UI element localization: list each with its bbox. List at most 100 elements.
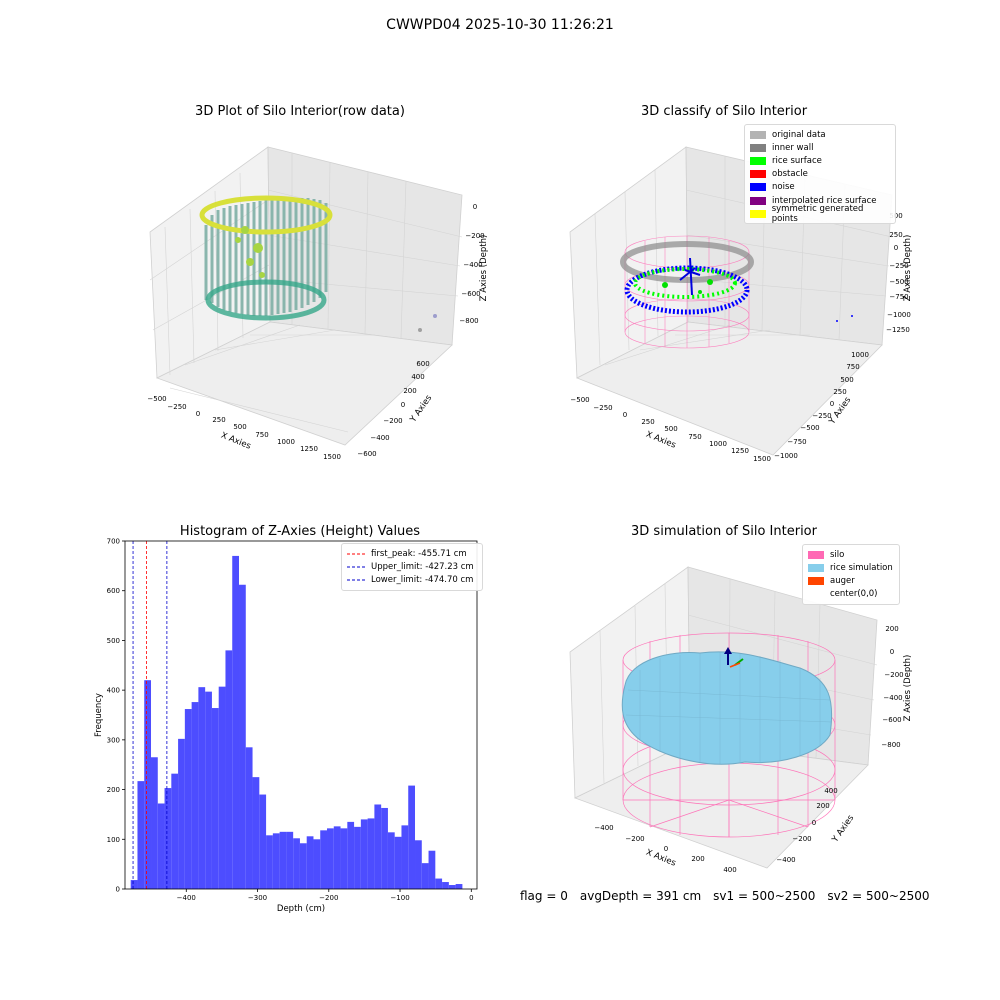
- legend-entry: noise: [750, 181, 890, 194]
- legend-entry: silo: [808, 548, 894, 561]
- svg-text:−800: −800: [459, 317, 478, 325]
- svg-text:0: 0: [812, 819, 816, 827]
- svg-text:250: 250: [641, 418, 654, 426]
- histogram-bar: [347, 821, 355, 889]
- histogram-bar: [354, 826, 361, 889]
- svg-text:−500: −500: [147, 395, 166, 403]
- svg-text:−1000: −1000: [887, 311, 911, 319]
- histogram-bar: [245, 747, 253, 889]
- auger-marker: [724, 647, 744, 668]
- svg-text:1000: 1000: [277, 438, 295, 446]
- histogram-bar: [232, 555, 240, 889]
- svg-text:1500: 1500: [753, 455, 771, 463]
- legend-swatch: [750, 183, 766, 192]
- legend-entry: first_peak: -455.71 cm: [347, 548, 467, 559]
- panel4-ylabel: Y Axies: [830, 813, 857, 845]
- histogram-frame: [124, 540, 478, 890]
- panel1-title: 3D Plot of Silo Interior(row data): [195, 104, 405, 119]
- histogram-xtick-label: −200: [319, 894, 338, 902]
- svg-text:0: 0: [473, 203, 477, 211]
- histogram-bar: [286, 831, 294, 889]
- histogram-bar: [299, 843, 307, 889]
- panel3-title: Histogram of Z-Axies (Height) Values: [179, 524, 421, 539]
- svg-text:−250: −250: [167, 403, 186, 411]
- histogram-ytick-label: 400: [107, 687, 120, 695]
- legend-swatch: [750, 209, 766, 218]
- legend-entry: original data: [750, 128, 890, 141]
- svg-text:0: 0: [894, 244, 898, 252]
- svg-text:400: 400: [411, 373, 424, 381]
- svg-text:−500: −500: [800, 424, 819, 432]
- histogram-ytick-label: 300: [107, 736, 120, 744]
- panel1-ylabel: Y Axies: [408, 393, 435, 425]
- svg-text:500: 500: [664, 425, 677, 433]
- panel4-xlabel: X Axies: [644, 848, 677, 869]
- svg-text:1000: 1000: [709, 440, 727, 448]
- histogram-bar: [313, 839, 321, 889]
- legend-entry: rice surface: [750, 154, 890, 167]
- svg-text:250: 250: [889, 231, 902, 239]
- histogram-bar: [435, 878, 443, 889]
- histogram-xtick-label: −400: [177, 894, 196, 902]
- histogram-bar: [455, 884, 463, 889]
- svg-text:−200: −200: [792, 835, 811, 843]
- svg-text:−750: −750: [889, 293, 908, 301]
- panel1-zlabel: Z Axies (Depth): [479, 235, 489, 302]
- svg-text:500: 500: [840, 376, 853, 384]
- svg-text:−500: −500: [889, 278, 908, 286]
- legend-entry: Upper_limit: -427.23 cm: [347, 561, 474, 572]
- legend-swatch: [808, 550, 824, 559]
- svg-text:−400: −400: [776, 856, 795, 864]
- svg-text:500: 500: [889, 212, 902, 220]
- legend-entry: interpolated rice surface: [750, 194, 890, 207]
- svg-text:1250: 1250: [300, 445, 318, 453]
- svg-text:250: 250: [212, 416, 225, 424]
- svg-text:−1000: −1000: [774, 452, 798, 460]
- histogram-xlabel: Depth (cm): [277, 904, 325, 914]
- histogram-bar: [157, 803, 165, 889]
- svg-text:−400: −400: [463, 261, 482, 269]
- svg-text:0: 0: [890, 648, 894, 656]
- svg-text:750: 750: [255, 431, 268, 439]
- svg-text:−600: −600: [461, 290, 480, 298]
- svg-text:500: 500: [233, 423, 246, 431]
- histogram-bar: [218, 686, 226, 889]
- svg-text:750: 750: [846, 363, 859, 371]
- legend-swatch: [808, 576, 824, 585]
- svg-text:−400: −400: [370, 434, 389, 442]
- legend-swatch: [750, 143, 766, 152]
- flag-text: flag = 0: [520, 889, 568, 903]
- histogram-bar: [394, 836, 402, 889]
- panel4-zlabel: Z Axies (Depth): [903, 655, 913, 722]
- svg-text:−250: −250: [593, 404, 612, 412]
- legend-entry: rice simulation: [808, 561, 894, 574]
- panel2-legend: original data inner wall rice surface obsta…: [744, 124, 896, 225]
- histogram-bar: [259, 794, 267, 889]
- histogram-bar: [184, 709, 192, 889]
- svg-text:−200: −200: [884, 671, 903, 679]
- svg-text:−400: −400: [883, 694, 902, 702]
- svg-text:0: 0: [196, 410, 200, 418]
- legend-entry: Lower_limit: -474.70 cm: [347, 574, 474, 585]
- histogram-bar: [279, 831, 287, 889]
- figure-title: CWWPD04 2025-10-30 11:26:21: [386, 17, 614, 33]
- sv1-text: sv1 = 500~2500: [713, 889, 816, 903]
- svg-text:200: 200: [691, 855, 704, 863]
- svg-text:−800: −800: [881, 741, 900, 749]
- histogram-chart: −400 −300 −200 −100 0 0 100 200 300 400 500 600 700…: [94, 538, 478, 914]
- panel4-legend: silo rice simulation auger center(0,0): [802, 544, 900, 605]
- histogram-bar: [401, 825, 409, 889]
- histogram-ytick-label: 500: [107, 637, 120, 645]
- histogram-bar: [178, 738, 185, 889]
- histogram-ytick-label: 600: [107, 587, 120, 595]
- histogram-bar: [448, 885, 456, 889]
- svg-text:−200: −200: [465, 232, 484, 240]
- histogram-bar: [272, 833, 280, 889]
- legend-entry: obstacle: [750, 168, 890, 181]
- panel1-3d-plot: −500−250 0 250 500 750 1000 1250 1500 −600 −40…: [147, 146, 489, 461]
- histogram-ytick-label: 100: [107, 836, 120, 844]
- histogram-bar: [306, 836, 314, 889]
- histogram-bar: [374, 804, 382, 889]
- svg-text:−200: −200: [625, 835, 644, 843]
